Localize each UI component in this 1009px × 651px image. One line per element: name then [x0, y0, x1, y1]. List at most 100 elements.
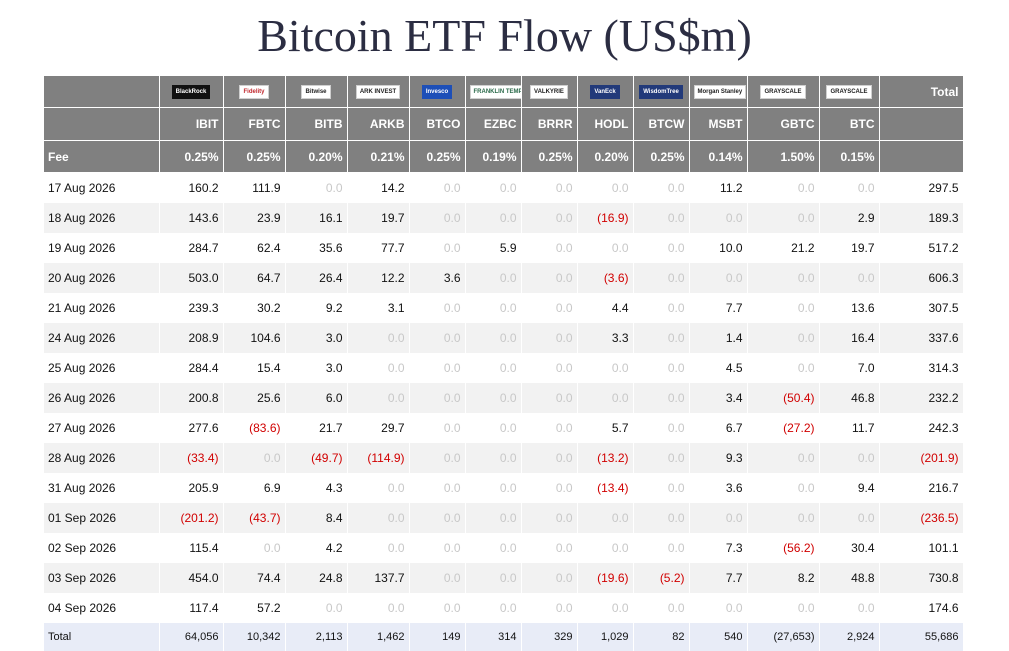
flow-cell: 3.3 — [577, 323, 634, 353]
flow-cell: 0.0 — [633, 203, 690, 233]
table-row: 17 Aug 2026 160.2 111.9 0.0 14.2 0.0 0.0 0.0 0.0… — [44, 172, 964, 203]
total-cell: 314 — [465, 623, 522, 651]
flow-cell: 143.6 — [159, 203, 224, 233]
flow-cell: 0.0 — [465, 503, 522, 533]
row-total: 307.5 — [879, 293, 964, 323]
flow-cell: 30.2 — [223, 293, 286, 323]
flow-cell: 0.0 — [747, 172, 820, 203]
fee-cell: 0.25% — [521, 140, 578, 173]
fee-cell: 0.25% — [223, 140, 286, 173]
flow-cell: (33.4) — [159, 443, 224, 473]
flow-cell: 0.0 — [347, 473, 410, 503]
fund-logo-cell: VALKYRIE — [521, 76, 578, 108]
flow-cell: 0.0 — [409, 413, 466, 443]
total-cell: 1,462 — [347, 623, 410, 651]
flow-cell: 0.0 — [689, 203, 748, 233]
fund-logo: VanEck — [590, 84, 620, 99]
flow-cell: 64.7 — [223, 263, 286, 293]
flow-cell: 0.0 — [409, 473, 466, 503]
flow-cell: 0.0 — [465, 172, 522, 203]
flow-cell: 0.0 — [285, 172, 348, 203]
fund-logo-cell: Invesco — [409, 76, 466, 108]
flow-cell: 0.0 — [747, 443, 820, 473]
fund-logo-cell: Morgan Stanley — [689, 76, 748, 108]
flow-cell: 137.7 — [347, 563, 410, 593]
flow-cell: 0.0 — [285, 593, 348, 623]
flow-cell: (201.2) — [159, 503, 224, 533]
flow-cell: 0.0 — [409, 353, 466, 383]
ticker-header: BTC — [819, 107, 880, 141]
row-date: 28 Aug 2026 — [44, 443, 160, 473]
flow-cell: 16.4 — [819, 323, 880, 353]
flow-cell: 21.7 — [285, 413, 348, 443]
flow-cell: 0.0 — [689, 263, 748, 293]
table-row: 21 Aug 2026 239.3 30.2 9.2 3.1 0.0 0.0 0.0 4.4 0.… — [44, 293, 964, 323]
flow-cell: 0.0 — [521, 233, 578, 263]
flow-cell: 24.8 — [285, 563, 348, 593]
flow-cell: 0.0 — [577, 503, 634, 533]
row-total: 101.1 — [879, 533, 964, 563]
flow-cell: 0.0 — [633, 233, 690, 263]
flow-cell: 2.9 — [819, 203, 880, 233]
flow-cell: 0.0 — [577, 233, 634, 263]
ticker-header: EZBC — [465, 107, 522, 141]
flow-cell: 15.4 — [223, 353, 286, 383]
flow-cell: 3.4 — [689, 383, 748, 413]
flow-cell: (5.2) — [633, 563, 690, 593]
flow-cell: 0.0 — [577, 353, 634, 383]
flow-cell: 0.0 — [689, 503, 748, 533]
fund-logo: WisdomTree — [639, 84, 683, 99]
flow-cell: (13.2) — [577, 443, 634, 473]
flow-cell: 208.9 — [159, 323, 224, 353]
flow-cell: (83.6) — [223, 413, 286, 443]
row-date: 02 Sep 2026 — [44, 533, 160, 563]
fee-cell: 0.25% — [409, 140, 466, 173]
flow-cell: 6.9 — [223, 473, 286, 503]
total-cell: 149 — [409, 623, 466, 651]
row-total: 297.5 — [879, 172, 964, 203]
table-row: 18 Aug 2026 143.6 23.9 16.1 19.7 0.0 0.0 0.0 (16… — [44, 203, 964, 233]
flow-cell: 7.3 — [689, 533, 748, 563]
total-cell: (27,653) — [747, 623, 820, 651]
flow-cell: 4.3 — [285, 473, 348, 503]
fund-logo: FRANKLIN TEMPLETON — [469, 84, 520, 99]
flow-cell: 0.0 — [521, 533, 578, 563]
flow-cell: 14.2 — [347, 172, 410, 203]
flow-cell: 0.0 — [633, 473, 690, 503]
table-row: 04 Sep 2026 117.4 57.2 0.0 0.0 0.0 0.0 0.0 0.0 0.… — [44, 593, 964, 623]
flow-cell: 0.0 — [747, 203, 820, 233]
flow-cell: (3.6) — [577, 263, 634, 293]
flow-cell: 12.2 — [347, 263, 410, 293]
flow-cell: 0.0 — [633, 593, 690, 623]
row-total: (236.5) — [879, 503, 964, 533]
flow-cell: 0.0 — [521, 323, 578, 353]
ticker-corner — [44, 107, 160, 141]
flow-cell: (56.2) — [747, 533, 820, 563]
flow-cell: 0.0 — [409, 323, 466, 353]
flow-cell: 0.0 — [521, 593, 578, 623]
table-row: 02 Sep 2026 115.4 0.0 4.2 0.0 0.0 0.0 0.0 0.0 0.0… — [44, 533, 964, 563]
flow-cell: 5.9 — [465, 233, 522, 263]
flow-cell: 0.0 — [521, 473, 578, 503]
flow-cell: 0.0 — [633, 443, 690, 473]
flow-cell: 3.6 — [689, 473, 748, 503]
flow-cell: 454.0 — [159, 563, 224, 593]
flow-cell: 13.6 — [819, 293, 880, 323]
flow-cell: 0.0 — [223, 533, 286, 563]
flow-cell: 0.0 — [465, 473, 522, 503]
total-fee-spacer — [879, 140, 964, 173]
row-date: 04 Sep 2026 — [44, 593, 160, 623]
row-total: (201.9) — [879, 443, 964, 473]
ticker-header: BRRR — [521, 107, 578, 141]
fee-cell: 0.20% — [285, 140, 348, 173]
total-cell: 2,113 — [285, 623, 348, 651]
row-date: 26 Aug 2026 — [44, 383, 160, 413]
flow-cell: 5.7 — [577, 413, 634, 443]
flow-cell: (114.9) — [347, 443, 410, 473]
flow-cell: 284.4 — [159, 353, 224, 383]
flow-cell: 62.4 — [223, 233, 286, 263]
table-row: 25 Aug 2026 284.4 15.4 3.0 0.0 0.0 0.0 0.0 0.0 0.… — [44, 353, 964, 383]
flow-cell: 23.9 — [223, 203, 286, 233]
row-date: 27 Aug 2026 — [44, 413, 160, 443]
fund-logo: Bitwise — [301, 84, 331, 99]
